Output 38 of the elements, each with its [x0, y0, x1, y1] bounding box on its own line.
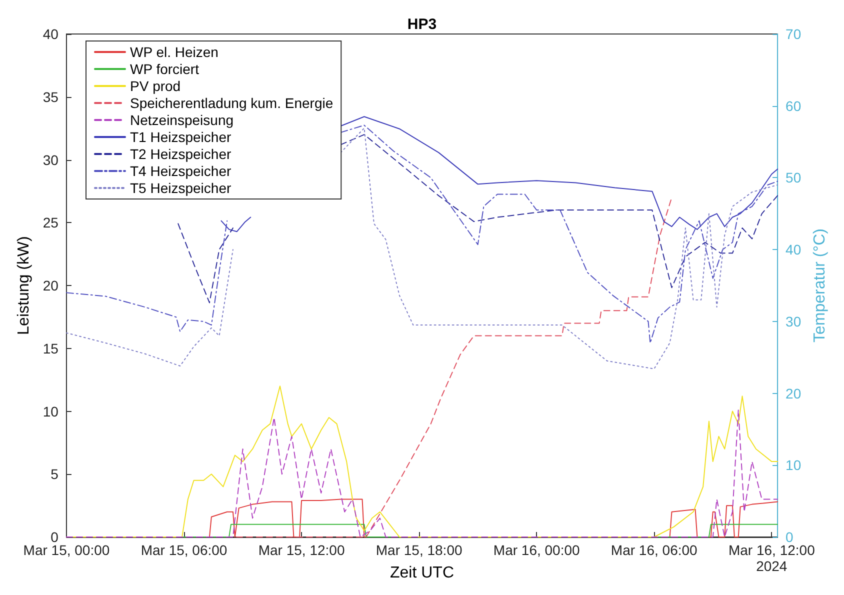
y-tick-label: 0 — [50, 529, 59, 545]
legend-label: T4 Heizspeicher — [130, 163, 232, 179]
x-tick-label: Mar 16, 00:00 — [493, 542, 580, 558]
legend-label: T1 Heizspeicher — [130, 129, 232, 145]
text: 2024 — [756, 558, 788, 574]
legend-label: Netzeinspeisung — [130, 112, 234, 128]
legend-label: Speicherentladung kum. Energie — [130, 95, 334, 111]
x-tick-label: Mar 15, 18:00 — [376, 542, 462, 558]
x-tick-label: Mar 15, 06:00 — [140, 542, 228, 558]
legend-label: WP forciert — [130, 61, 200, 77]
legend-label: WP el. Heizen — [130, 44, 218, 60]
y2-tick-label: 70 — [786, 26, 802, 42]
legend-label: PV prod — [130, 78, 181, 94]
y2-axis-title: Temperatur (°C) — [812, 228, 828, 342]
y-tick-label: 5 — [50, 466, 59, 482]
y-axis-title: Leistung (kW) — [16, 236, 32, 335]
y2-tick-label: 10 — [786, 457, 802, 474]
y2-tick-label: 60 — [786, 98, 802, 114]
y-tick-label: 15 — [42, 340, 59, 356]
y2-tick-label: 50 — [786, 170, 802, 186]
legend-label: T2 Heizspeicher — [130, 146, 232, 162]
y-tick-label: 25 — [42, 214, 59, 231]
legend-label: T5 Heizspeicher — [130, 180, 232, 196]
y-tick-label: 40 — [42, 26, 59, 42]
chart-title: HP3 — [407, 16, 437, 33]
x-tick-label: Mar 15, 12:00 — [258, 542, 345, 558]
y-tick-label: 30 — [42, 152, 59, 168]
x-tick-label: Mar 16, 06:00 — [610, 542, 698, 558]
y2-tick-label: 30 — [786, 313, 802, 330]
y-tick-label: 10 — [42, 403, 59, 420]
x-tick-label: Mar 15, 00:00 — [23, 542, 110, 558]
y2-tick-label: 40 — [786, 242, 802, 258]
y2-tick-label: 20 — [786, 385, 802, 402]
y-tick-label: 20 — [42, 278, 59, 294]
x-axis-title: Zeit UTC — [390, 564, 454, 582]
y-tick-label: 35 — [42, 88, 59, 105]
x-tick-label: Mar 16, 12:00 — [728, 542, 816, 558]
y2-tick-label: 0 — [786, 529, 794, 545]
